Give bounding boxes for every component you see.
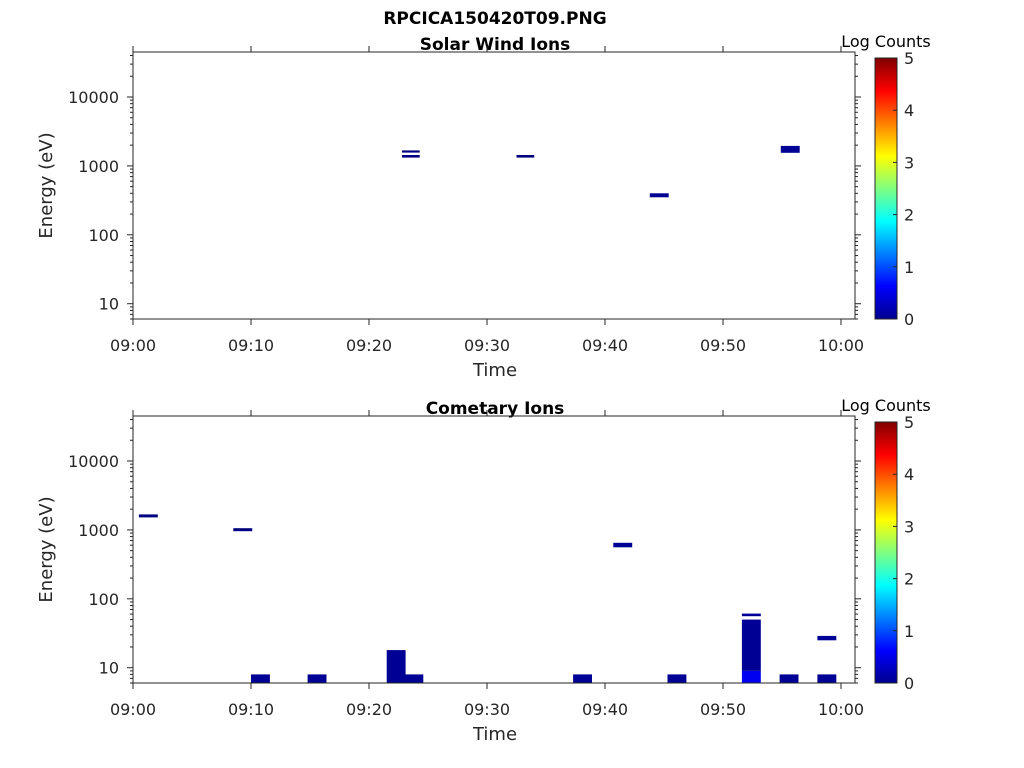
y-tick-label: 10 (99, 295, 119, 314)
x-tick-label: 09:40 (582, 336, 628, 355)
y-tick-label: 10000 (68, 452, 119, 471)
x-tick-label: 09:00 (110, 336, 156, 355)
x-tick-label: 09:40 (582, 700, 628, 719)
colorbar-tick-label: 1 (904, 258, 914, 277)
colorbar-gradient (874, 421, 898, 684)
colorbar: Log Counts 0 1 2 3 4 5 (841, 396, 931, 693)
colorbar: Log Counts 0 1 2 3 4 5 (841, 32, 931, 329)
main-title: RPCICA150420T09.PNG (383, 9, 606, 29)
heatmap-cell (404, 674, 424, 683)
heatmap-cell (817, 674, 837, 683)
heatmap-cell (402, 155, 420, 158)
panel-solar-wind-ions: Solar Wind Ions 09:00 09:10 09:20 09:30 09:40… (36, 32, 931, 381)
panel-title: Cometary Ions (426, 399, 565, 419)
colorbar-tick-label: 4 (904, 465, 914, 484)
heatmap-cell (573, 674, 592, 683)
y-tick-label: 10000 (68, 88, 119, 107)
colorbar-tick-label: 2 (904, 206, 914, 225)
heatmap-cell (307, 674, 327, 683)
x-axis: 09:00 09:10 09:20 09:30 09:40 09:50 10:00 (110, 410, 864, 719)
colorbar-label: Log Counts (841, 396, 931, 415)
heatmap-cell (649, 193, 669, 198)
heatmap-cell (779, 674, 799, 683)
y-tick-label: 10 (99, 659, 119, 678)
axes-frame (132, 51, 856, 320)
heatmap-cell (741, 670, 761, 683)
colorbar-tick-label: 3 (904, 517, 914, 536)
x-tick-label: 09:00 (110, 700, 156, 719)
x-tick-label: 09:50 (700, 700, 746, 719)
colorbar-tick-label: 1 (904, 622, 914, 641)
colorbar-tick-label: 4 (904, 101, 914, 120)
panel-title: Solar Wind Ions (420, 35, 571, 55)
y-axis-label: Energy (eV) (36, 132, 57, 238)
x-tick-label: 09:20 (346, 336, 392, 355)
axes-frame (132, 415, 856, 684)
y-axis: 10 100 1000 10000 (68, 55, 861, 320)
y-tick-label: 1000 (78, 157, 119, 176)
heatmap-cell (613, 542, 633, 548)
x-tick-label: 10:00 (818, 700, 864, 719)
y-tick-label: 1000 (78, 521, 119, 540)
heatmap-cell (667, 674, 687, 683)
x-axis-label: Time (472, 724, 517, 745)
colorbar-label: Log Counts (841, 32, 931, 51)
x-axis: 09:00 09:10 09:20 09:30 09:40 09:50 10:00 (110, 46, 864, 355)
colorbar-gradient (874, 57, 898, 320)
heatmap-cell (741, 613, 761, 617)
y-axis: 10 100 1000 10000 (68, 419, 861, 684)
heatmap-cell (741, 619, 761, 671)
x-tick-label: 09:30 (464, 700, 510, 719)
y-tick-label: 100 (88, 226, 119, 245)
colorbar-tick-label: 0 (904, 674, 914, 693)
colorbar-tick-label: 5 (904, 413, 914, 432)
colorbar-tick-label: 5 (904, 49, 914, 68)
colorbar-tick-label: 0 (904, 310, 914, 329)
x-tick-label: 09:20 (346, 700, 392, 719)
y-axis-label: Energy (eV) (36, 496, 57, 602)
heatmap-cell (138, 514, 158, 518)
x-axis-label: Time (472, 360, 517, 381)
heatmap-cells (138, 514, 837, 683)
colorbar-tick-label: 2 (904, 570, 914, 589)
x-tick-label: 09:50 (700, 336, 746, 355)
heatmap-cell (402, 150, 420, 153)
heatmap-cell (386, 650, 406, 683)
heatmap-cell (251, 674, 270, 683)
heatmap-cells (402, 145, 800, 198)
heatmap-cell (780, 145, 800, 153)
y-tick-label: 100 (88, 590, 119, 609)
heatmap-cell (516, 155, 535, 158)
x-tick-label: 10:00 (818, 336, 864, 355)
heatmap-cell (817, 635, 837, 641)
heatmap-cell (233, 528, 253, 532)
colorbar-tick-label: 3 (904, 153, 914, 172)
x-tick-label: 09:10 (228, 700, 274, 719)
x-tick-label: 09:30 (464, 336, 510, 355)
x-tick-label: 09:10 (228, 336, 274, 355)
